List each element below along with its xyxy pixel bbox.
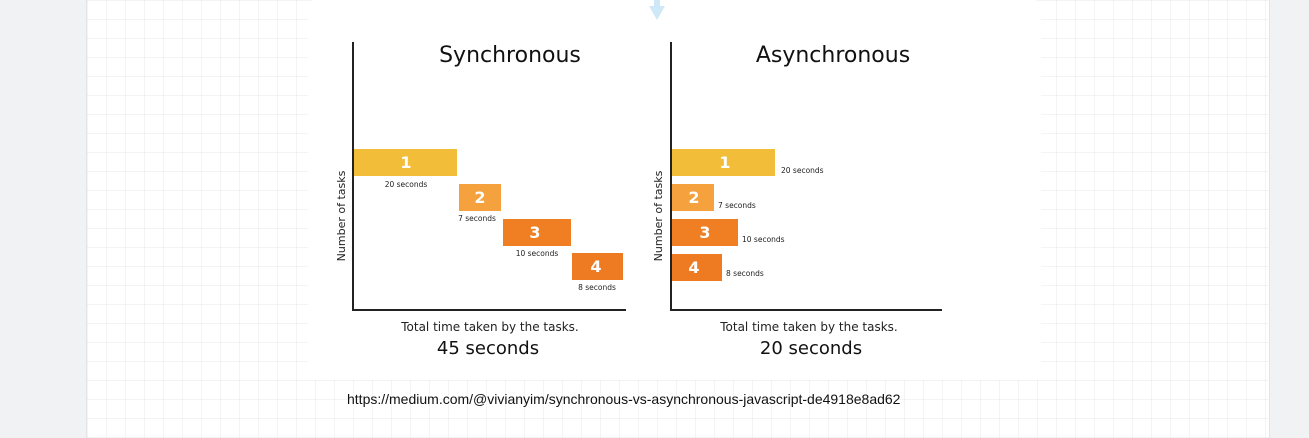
asynchronous-total-label: Total time taken by the tasks. [719,320,898,334]
synchronous-total-label: Total time taken by the tasks. [400,320,579,334]
source-url-link[interactable]: https://medium.com/@vivianyim/synchronou… [347,391,901,407]
asynchronous-panel: Asynchronous Number of tasks 1 20 second… [652,42,942,359]
async-task-4-bar [672,254,722,281]
asynchronous-title: Asynchronous [756,43,910,68]
async-task-2-bar [672,184,714,211]
sync-task-2-duration: 7 seconds [458,214,496,223]
async-task-3-bar [672,219,738,246]
async-task-1-bar [672,149,775,176]
async-task-4-duration: 8 seconds [726,269,764,278]
async-task-4-label: 4 [688,258,699,277]
async-task-2-duration: 7 seconds [718,201,756,210]
sync-task-2-label: 2 [474,188,485,207]
sync-task-3-label: 3 [529,223,540,242]
async-task-1-label: 1 [719,153,730,172]
connector-arrow-icon [649,0,665,20]
sync-task-4-bar [572,253,623,280]
sync-task-1-duration: 20 seconds [385,180,428,189]
synchronous-title: Synchronous [439,43,581,68]
sync-task-3-bar [503,219,571,246]
asynchronous-total-value: 20 seconds [760,338,862,359]
sync-task-1-label: 1 [400,153,411,172]
async-task-2-label: 2 [688,188,699,207]
sync-task-3-duration: 10 seconds [516,249,559,258]
sync-task-4-label: 4 [590,257,601,276]
async-task-3-label: 3 [699,223,710,242]
synchronous-total-value: 45 seconds [437,338,539,359]
asynchronous-y-axis-label: Number of tasks [652,170,665,261]
synchronous-y-axis-label: Number of tasks [335,170,348,261]
sync-task-1-bar [354,149,457,176]
sync-task-2-bar [459,184,501,211]
async-task-3-duration: 10 seconds [742,235,785,244]
synchronous-panel: Synchronous Number of tasks 1 20 seconds… [335,42,626,359]
sync-task-4-duration: 8 seconds [578,283,616,292]
async-task-1-duration: 20 seconds [781,166,824,175]
